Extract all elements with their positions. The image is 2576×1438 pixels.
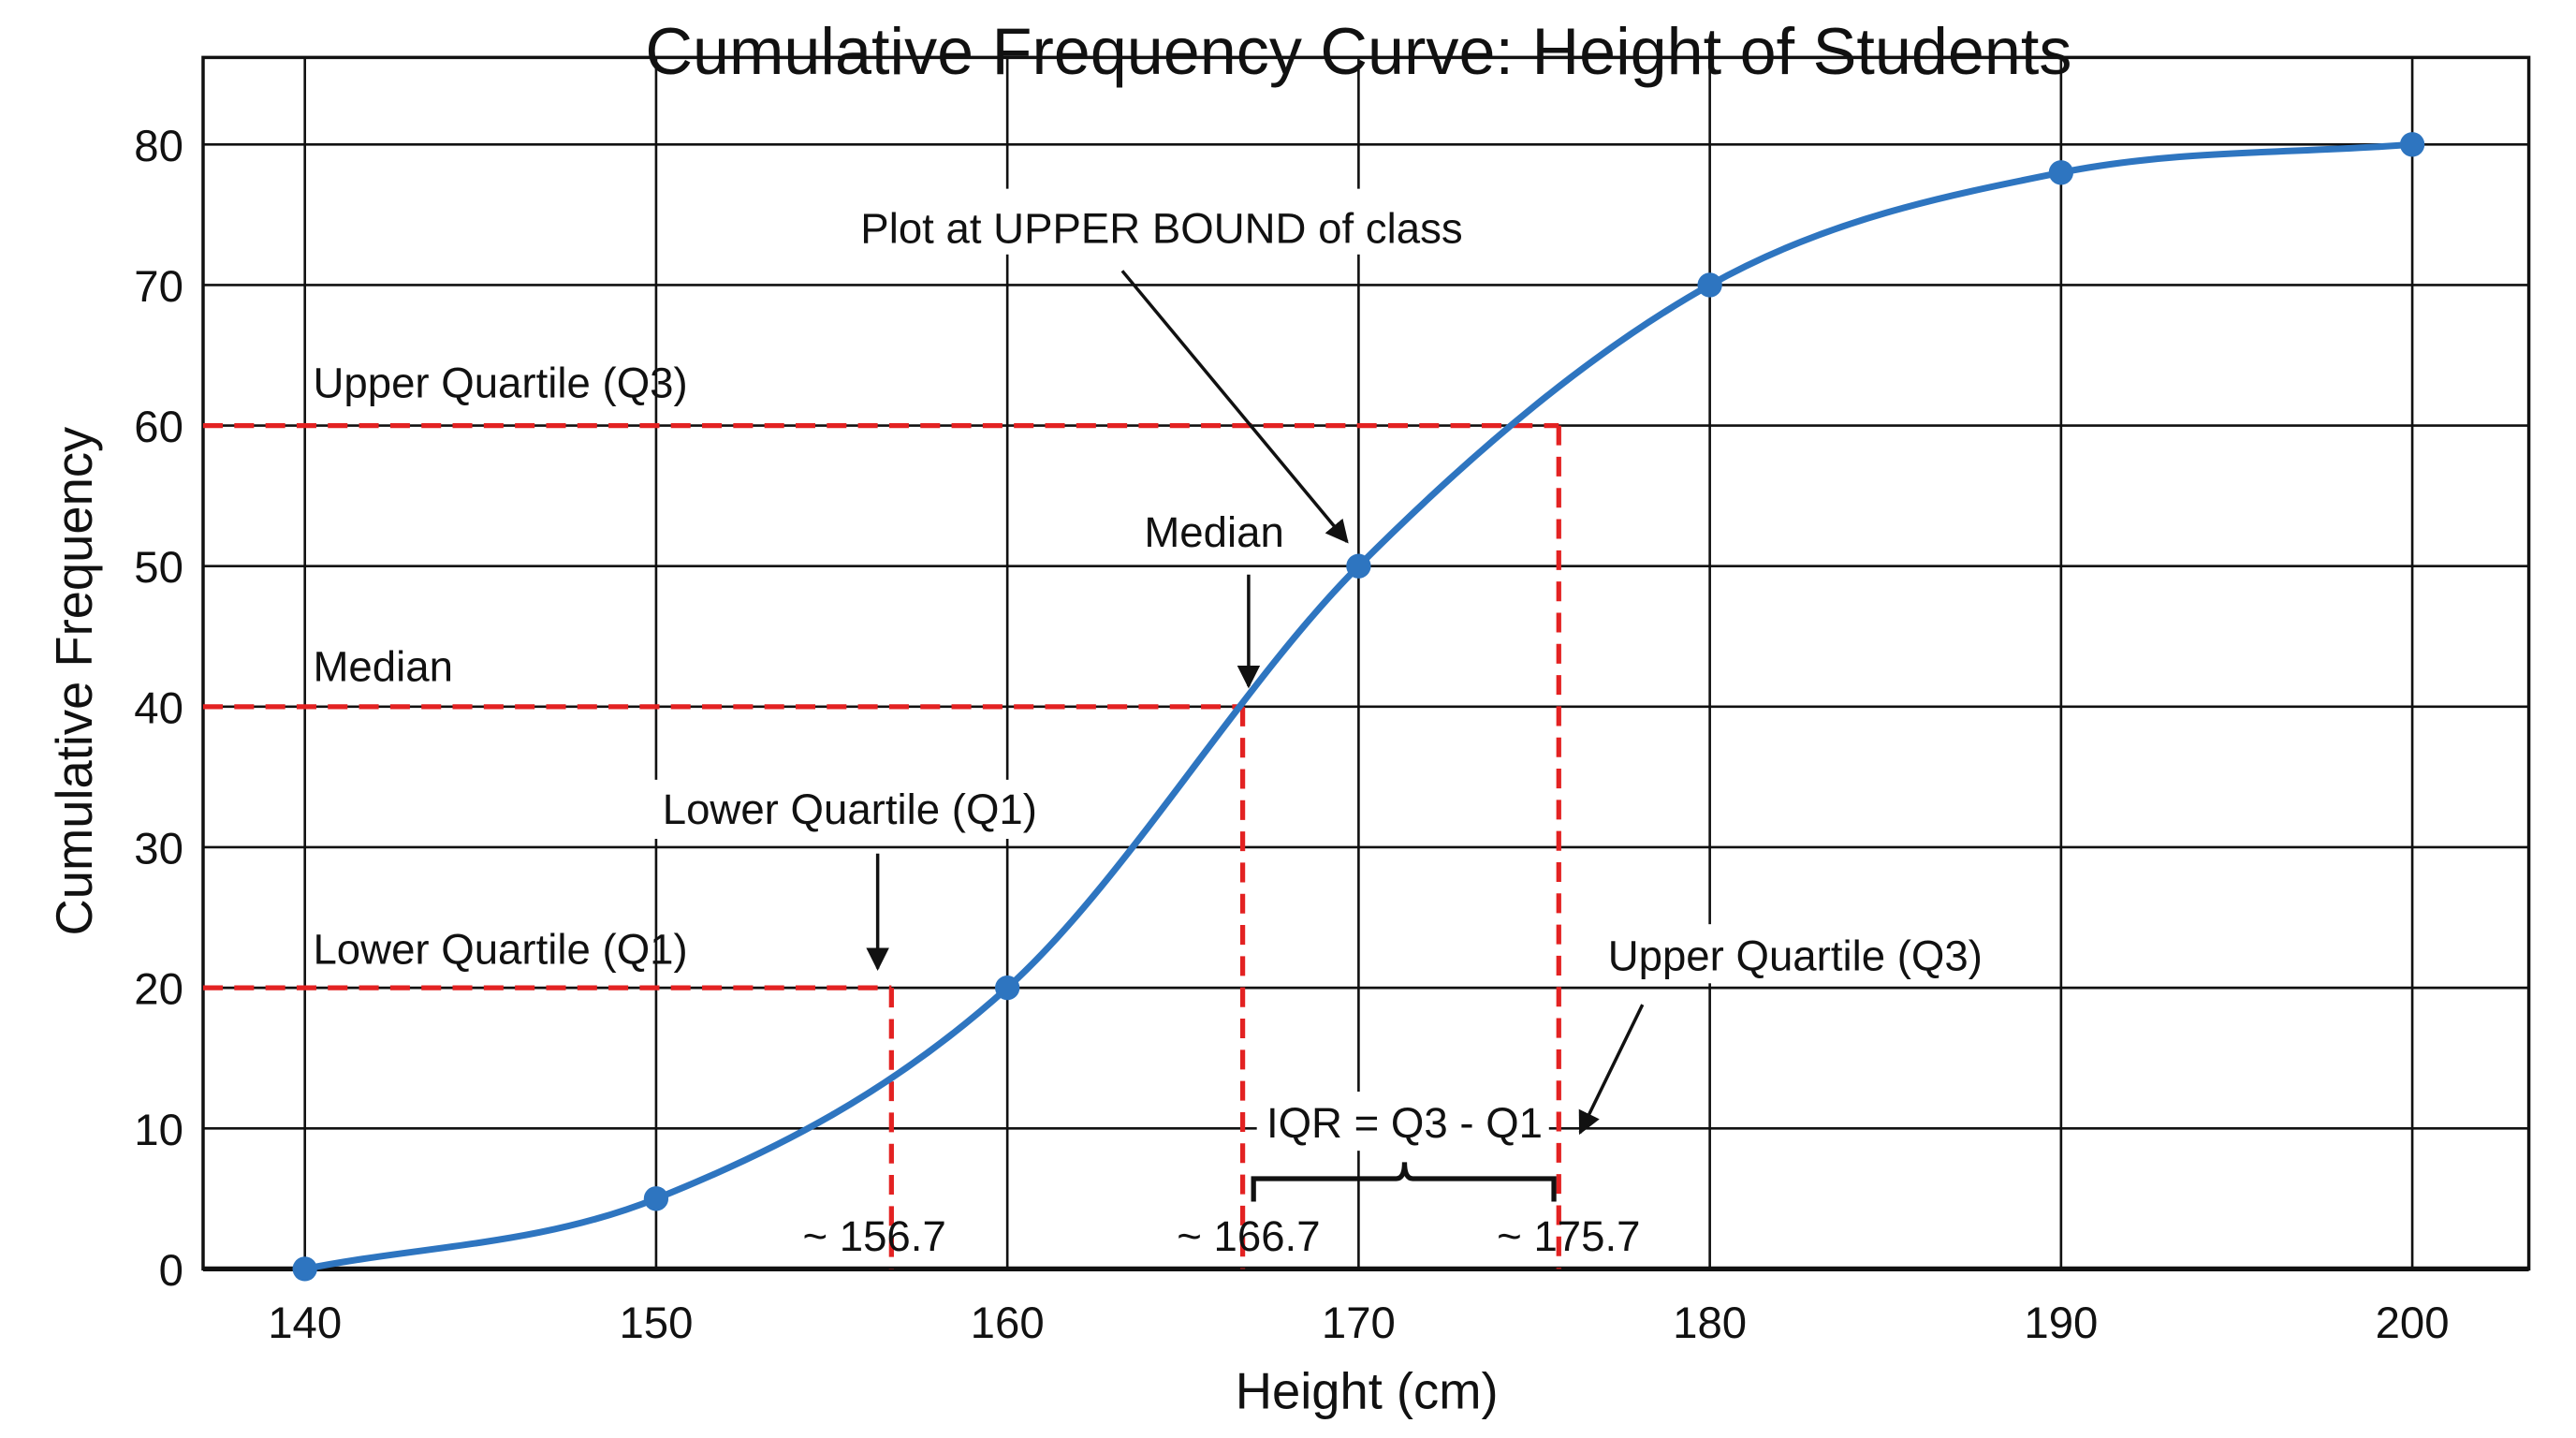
y-tick-label: 80	[134, 122, 183, 171]
quartile-value-labels: ~ 156.7 ~ 166.7 ~ 175.7	[802, 1212, 1640, 1260]
median-value-label: ~ 166.7	[1177, 1212, 1320, 1260]
y-tick-label: 70	[134, 262, 183, 312]
svg-text:Plot at UPPER BOUND of class: Plot at UPPER BOUND of class	[860, 205, 1462, 253]
ticks: 140 150 160 170 180 190 200 0 10 20 30 40 50 60 70 80	[134, 122, 2449, 1348]
y-tick-label: 50	[134, 543, 183, 593]
annotation-q3: Upper Quartile (Q3)	[1568, 924, 2026, 1136]
data-point	[1697, 272, 1722, 298]
x-tick-label: 200	[2376, 1299, 2450, 1348]
q3-value-label: ~ 175.7	[1497, 1212, 1640, 1260]
y-tick-label: 20	[134, 965, 183, 1015]
svg-text:Upper Quartile (Q3): Upper Quartile (Q3)	[1608, 932, 1983, 979]
data-point	[2399, 132, 2425, 157]
data-point	[1346, 553, 1371, 579]
x-tick-label: 180	[1673, 1299, 1747, 1348]
x-tick-label: 140	[268, 1299, 342, 1348]
y-tick-label: 0	[159, 1246, 183, 1296]
series	[292, 132, 2425, 1282]
arrow	[1120, 270, 1349, 544]
median-left-label: Median	[313, 643, 453, 691]
svg-text:Median: Median	[1144, 508, 1284, 556]
q1-value-label: ~ 156.7	[802, 1212, 945, 1260]
y-tick-label: 10	[134, 1106, 183, 1155]
annotation-median: Median	[1121, 500, 1307, 689]
data-point	[2048, 160, 2074, 185]
data-point	[643, 1186, 669, 1211]
annotation-q1: Lower Quartile (Q1)	[622, 779, 1082, 971]
annotation-upper-bound: Plot at UPPER BOUND of class	[788, 188, 1536, 544]
iqr-brace	[1251, 1162, 1557, 1202]
arrow	[1578, 1004, 1645, 1136]
svg-text:IQR = Q3 - Q1: IQR = Q3 - Q1	[1266, 1099, 1543, 1147]
y-axis-label: Cumulative Frequency	[46, 426, 103, 936]
x-axis-label: Height (cm)	[1236, 1362, 1499, 1419]
annotation-iqr: IQR = Q3 - Q1	[1251, 1092, 1557, 1202]
x-tick-label: 170	[1322, 1299, 1396, 1348]
quartile-guides	[202, 422, 1561, 1269]
q3-left-label: Upper Quartile (Q3)	[313, 359, 687, 406]
x-tick-label: 190	[2024, 1299, 2098, 1348]
y-tick-label: 60	[134, 403, 183, 452]
x-tick-label: 150	[619, 1299, 693, 1348]
data-point	[292, 1256, 317, 1282]
svg-text:Lower Quartile (Q1): Lower Quartile (Q1)	[663, 785, 1037, 833]
data-point	[995, 975, 1020, 1001]
x-tick-label: 160	[971, 1299, 1045, 1348]
y-tick-label: 40	[134, 683, 183, 733]
y-tick-label: 30	[134, 825, 183, 874]
q1-left-label: Lower Quartile (Q1)	[313, 925, 687, 973]
